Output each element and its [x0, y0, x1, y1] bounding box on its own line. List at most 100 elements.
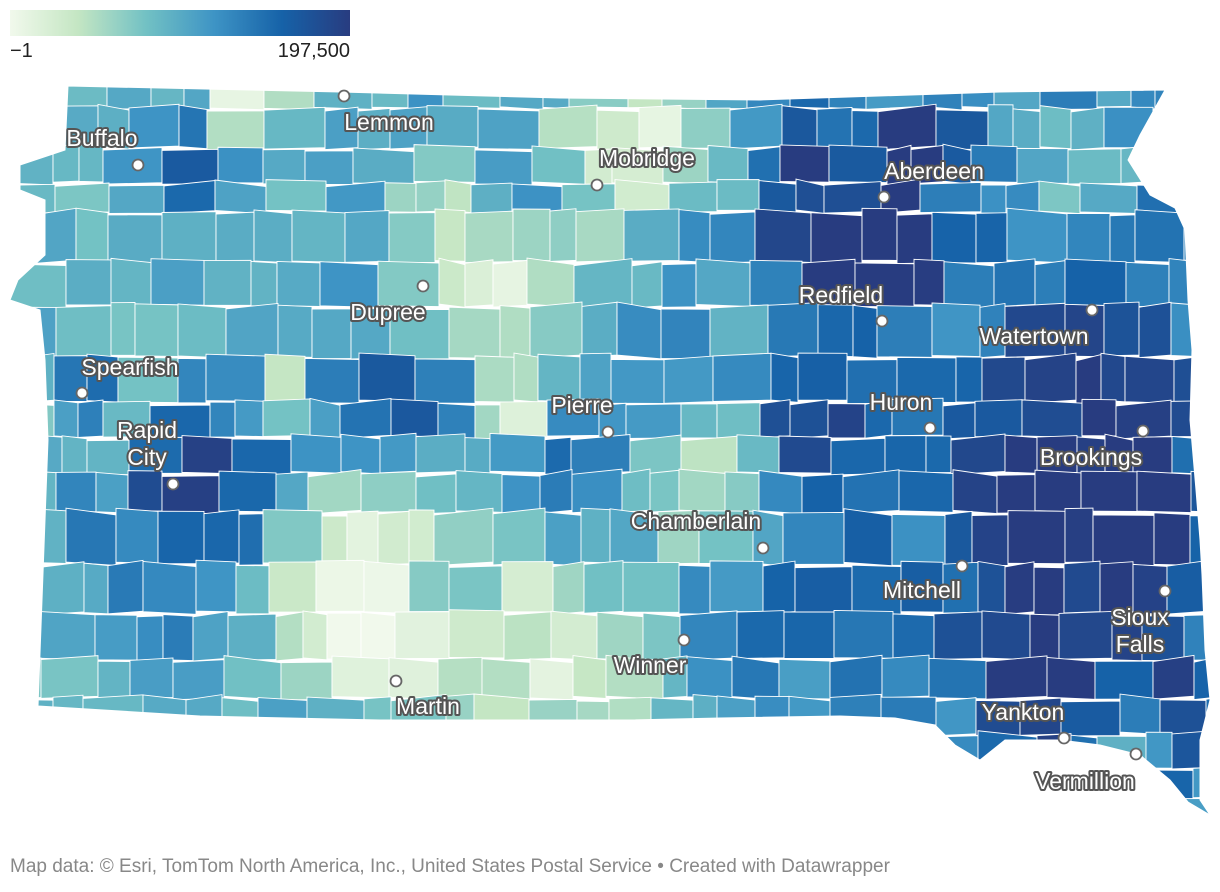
zip-region[interactable]: [107, 764, 151, 799]
zip-region[interactable]: [388, 212, 436, 263]
zip-region[interactable]: [680, 107, 731, 149]
zip-region[interactable]: [35, 508, 67, 564]
zip-region[interactable]: [434, 208, 466, 262]
zip-region[interactable]: [898, 470, 954, 513]
zip-region[interactable]: [908, 797, 966, 847]
zip-region[interactable]: [861, 207, 898, 261]
zip-region[interactable]: [709, 560, 764, 613]
zip-region[interactable]: [1208, 257, 1220, 308]
zip-region[interactable]: [1152, 654, 1195, 700]
zip-region[interactable]: [712, 352, 772, 402]
zip-region[interactable]: [869, 794, 910, 846]
zip-region[interactable]: [943, 261, 995, 309]
zip-region[interactable]: [75, 207, 109, 263]
zip-region[interactable]: [492, 259, 528, 308]
zip-region[interactable]: [716, 402, 761, 439]
zip-region[interactable]: [842, 469, 900, 515]
zip-region[interactable]: [660, 308, 711, 360]
zip-region[interactable]: [161, 211, 217, 263]
zip-region[interactable]: [177, 357, 207, 404]
zip-region[interactable]: [817, 765, 865, 801]
zip-region[interactable]: [319, 261, 379, 308]
zip-region[interactable]: [955, 356, 983, 403]
zip-region[interactable]: [5, 563, 37, 614]
zip-region[interactable]: [1124, 355, 1175, 404]
zip-region[interactable]: [108, 184, 165, 214]
zip-region[interactable]: [1173, 356, 1200, 404]
zip-region[interactable]: [622, 561, 680, 613]
zip-region[interactable]: [5, 147, 54, 186]
zip-region[interactable]: [489, 432, 546, 474]
zip-region[interactable]: [203, 509, 240, 566]
zip-region[interactable]: [263, 81, 315, 111]
zip-region[interactable]: [794, 566, 853, 616]
zip-region[interactable]: [1147, 145, 1195, 184]
zip-region[interactable]: [1191, 181, 1220, 214]
zip-region[interactable]: [668, 181, 718, 213]
zip-region[interactable]: [389, 308, 450, 360]
zip-region[interactable]: [1096, 77, 1132, 108]
zip-region[interactable]: [772, 731, 799, 771]
zip-region[interactable]: [172, 659, 225, 701]
zip-region[interactable]: [544, 511, 582, 567]
zip-region[interactable]: [5, 78, 64, 110]
zip-region[interactable]: [157, 510, 205, 565]
zip-region[interactable]: [1195, 402, 1220, 439]
zip-region[interactable]: [304, 150, 354, 185]
zip-region[interactable]: [616, 301, 662, 360]
zip-region[interactable]: [185, 694, 223, 736]
zip-region[interactable]: [1136, 184, 1193, 215]
zip-region[interactable]: [291, 769, 333, 801]
zip-region[interactable]: [1103, 301, 1140, 357]
zip-region[interactable]: [262, 509, 323, 564]
zip-region[interactable]: [107, 214, 163, 264]
zip-region[interactable]: [880, 696, 937, 735]
zip-region[interactable]: [985, 655, 1048, 700]
zip-region[interactable]: [1033, 566, 1065, 616]
zip-region[interactable]: [561, 183, 616, 214]
zip-region[interactable]: [308, 794, 339, 849]
zip-region[interactable]: [363, 560, 410, 614]
zip-region[interactable]: [262, 148, 306, 185]
zip-region[interactable]: [388, 765, 419, 798]
zip-region[interactable]: [53, 733, 88, 772]
zip-region[interactable]: [629, 434, 682, 476]
zip-region[interactable]: [549, 208, 577, 262]
zip-region[interactable]: [444, 765, 506, 801]
zip-region[interactable]: [526, 257, 575, 308]
zip-region[interactable]: [896, 356, 957, 403]
zip-region[interactable]: [110, 257, 152, 307]
zip-region[interactable]: [344, 210, 390, 263]
zip-region[interactable]: [53, 399, 79, 438]
zip-region[interactable]: [438, 257, 466, 308]
zip-region[interactable]: [1125, 261, 1170, 308]
zip-region[interactable]: [65, 259, 112, 306]
zip-region[interactable]: [306, 696, 365, 736]
zip-region[interactable]: [234, 399, 264, 438]
zip-region[interactable]: [1193, 655, 1220, 701]
zip-region[interactable]: [433, 507, 494, 567]
zip-region[interactable]: [464, 437, 491, 475]
zip-region[interactable]: [754, 208, 812, 263]
zip-region[interactable]: [762, 560, 796, 615]
zip-region[interactable]: [1012, 108, 1041, 151]
zip-region[interactable]: [115, 507, 159, 565]
zip-region[interactable]: [387, 794, 435, 848]
zip-region[interactable]: [828, 79, 867, 110]
zip-region[interactable]: [571, 468, 623, 514]
zip-region[interactable]: [981, 356, 1026, 404]
zip-region[interactable]: [781, 105, 818, 150]
zip-region[interactable]: [448, 306, 501, 360]
zip-region[interactable]: [360, 471, 417, 513]
zip-region[interactable]: [5, 657, 42, 700]
zip-region[interactable]: [181, 435, 233, 475]
zip-region[interactable]: [491, 731, 543, 769]
zip-region[interactable]: [770, 352, 799, 403]
zip-region[interactable]: [142, 560, 197, 615]
zip-region[interactable]: [195, 559, 237, 613]
zip-region[interactable]: [1171, 730, 1211, 770]
zip-region[interactable]: [1168, 258, 1210, 308]
zip-region[interactable]: [1183, 613, 1220, 661]
zip-region[interactable]: [810, 212, 863, 265]
zip-region[interactable]: [566, 796, 599, 848]
